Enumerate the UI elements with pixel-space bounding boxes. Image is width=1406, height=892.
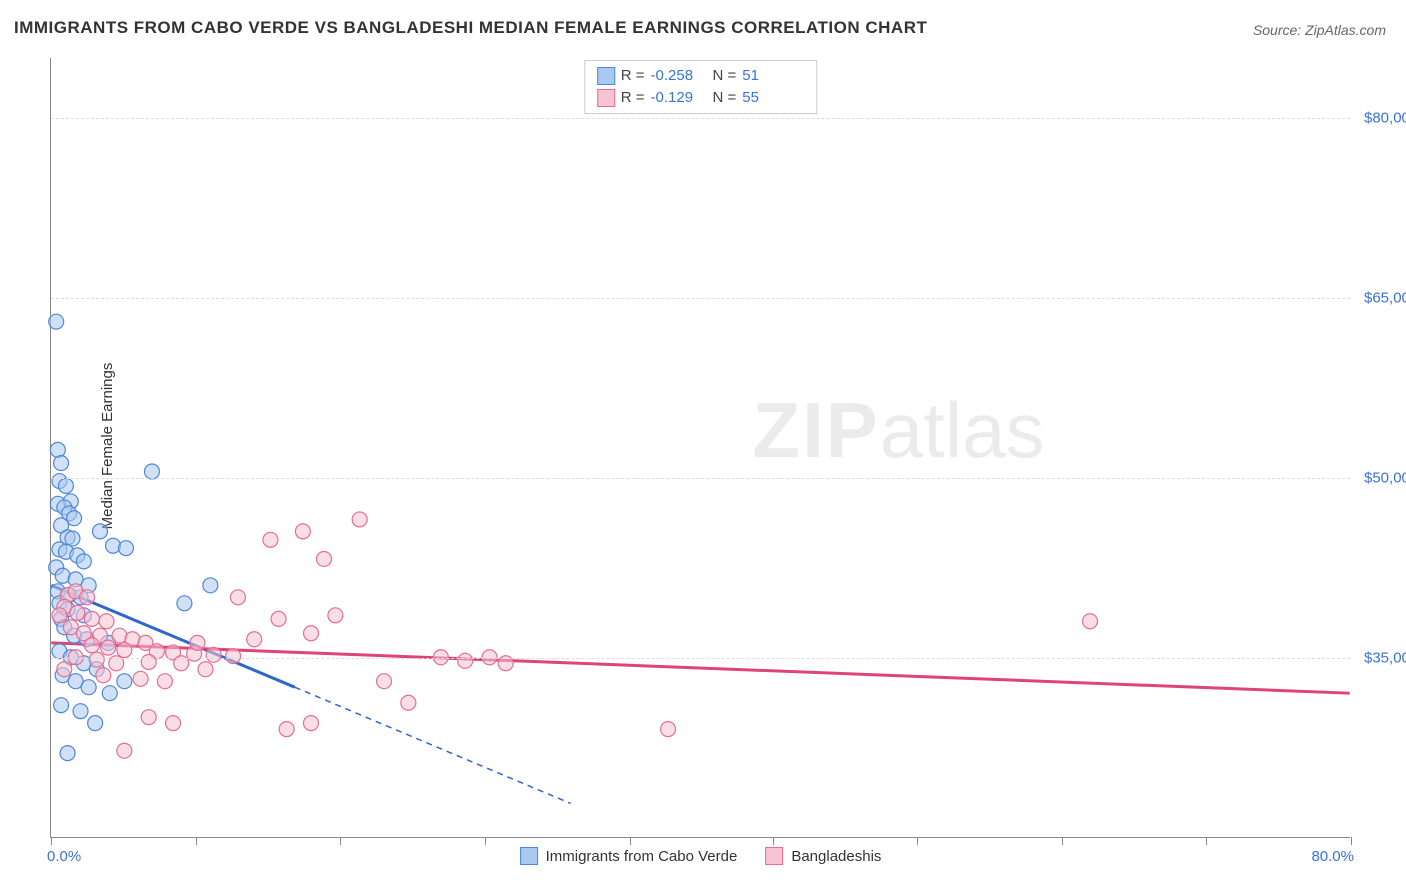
y-tick-label: $35,000 [1354,650,1406,667]
x-tick [51,837,52,845]
x-tick [1206,837,1207,845]
data-point [117,674,132,689]
data-point [352,512,367,527]
data-point [206,647,221,662]
data-point [99,614,114,629]
series-legend: Immigrants from Cabo Verde Bangladeshis [520,847,882,865]
data-point [263,532,278,547]
data-point [166,716,181,731]
x-tick [485,837,486,845]
data-point [304,626,319,641]
data-point [96,668,111,683]
data-point [141,710,156,725]
data-point [295,524,310,539]
data-point [50,442,65,457]
data-point [144,464,159,479]
data-point [60,746,75,761]
y-tick-label: $50,000 [1354,470,1406,487]
data-point [230,590,245,605]
data-point [328,608,343,623]
data-point [54,698,69,713]
plot-area: ZIPatlas R = -0.258 N = 51 R = -0.129 N … [50,58,1350,838]
data-point [118,541,133,556]
data-point [316,551,331,566]
data-point [89,652,104,667]
data-point [117,743,132,758]
legend-row-series1: R = -0.258 N = 51 [597,65,799,87]
data-point [84,611,99,626]
data-point [141,655,156,670]
x-tick [340,837,341,845]
x-axis-max: 80.0% [1311,848,1354,865]
data-point [377,674,392,689]
data-point [80,590,95,605]
data-point [49,314,64,329]
data-point [133,671,148,686]
correlation-legend: R = -0.258 N = 51 R = -0.129 N = 55 [584,60,818,114]
data-point [190,635,205,650]
data-point [226,649,241,664]
data-point [70,605,85,620]
legend-item-series1: Immigrants from Cabo Verde [520,847,738,865]
y-tick-label: $65,000 [1354,290,1406,307]
gridline [51,658,1350,659]
swatch-pink [597,89,615,107]
data-point [198,662,213,677]
data-point [57,662,72,677]
scatter-points [51,58,1350,837]
x-axis-min: 0.0% [47,848,81,865]
data-point [81,680,96,695]
data-point [54,456,69,471]
legend-item-series2: Bangladeshis [765,847,881,865]
data-point [458,653,473,668]
data-point [93,524,108,539]
x-tick [773,837,774,845]
source-attribution: Source: ZipAtlas.com [1253,22,1386,38]
data-point [117,643,132,658]
data-point [102,686,117,701]
data-point [84,638,99,653]
y-tick-label: $80,000 [1354,110,1406,127]
data-point [401,695,416,710]
legend-row-series2: R = -0.129 N = 55 [597,87,799,109]
data-point [157,674,172,689]
swatch-blue [520,847,538,865]
data-point [73,704,88,719]
gridline [51,118,1350,119]
data-point [304,716,319,731]
data-point [101,640,116,655]
data-point [661,722,676,737]
x-tick [917,837,918,845]
data-point [88,716,103,731]
data-point [279,722,294,737]
x-tick [1062,837,1063,845]
data-point [247,632,262,647]
data-point [76,554,91,569]
data-point [106,538,121,553]
gridline [51,478,1350,479]
data-point [58,478,73,493]
x-tick [196,837,197,845]
data-point [52,608,67,623]
data-point [203,578,218,593]
gridline [51,298,1350,299]
data-point [177,596,192,611]
data-point [1083,614,1098,629]
swatch-blue [597,67,615,85]
x-tick [1351,837,1352,845]
chart-title: IMMIGRANTS FROM CABO VERDE VS BANGLADESH… [14,18,927,38]
data-point [271,611,286,626]
x-tick [630,837,631,845]
swatch-pink [765,847,783,865]
